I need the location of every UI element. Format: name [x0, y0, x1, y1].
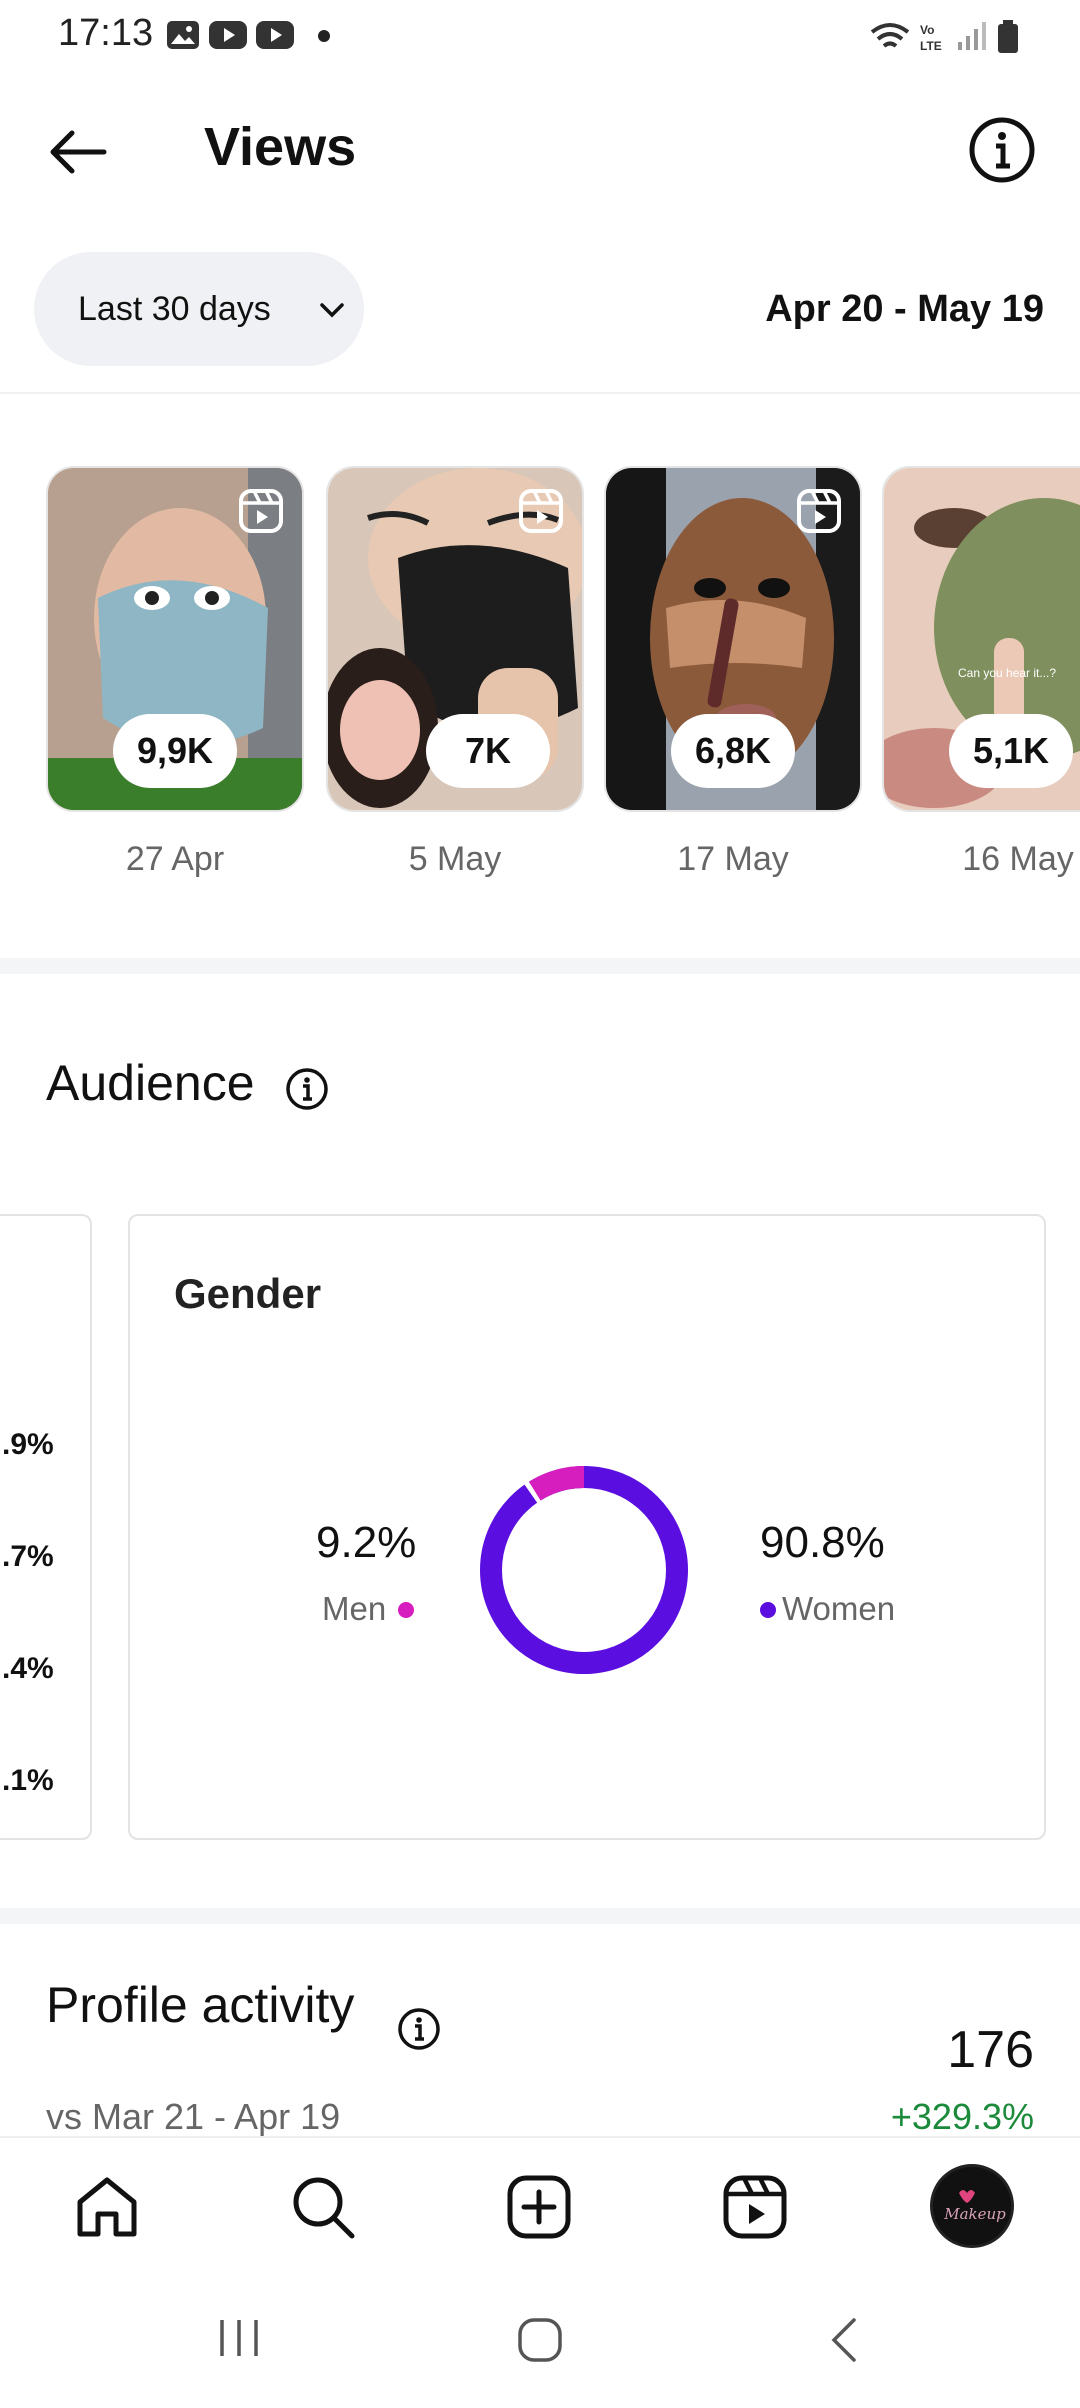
- reels-icon[interactable]: [720, 2172, 790, 2242]
- gender-title: Gender: [174, 1270, 322, 1317]
- reel-views-badge: 9,9K: [113, 714, 237, 788]
- home-icon[interactable]: [72, 2172, 142, 2242]
- reel-date: 17 May: [677, 840, 789, 878]
- info-icon[interactable]: [284, 1066, 330, 1112]
- reel-thumbnail[interactable]: 9,9K: [46, 466, 304, 812]
- men-legend-dot: [398, 1602, 414, 1618]
- back-icon[interactable]: [826, 2316, 862, 2364]
- reels-icon: [797, 489, 841, 533]
- divider: [0, 392, 1080, 394]
- svg-text:LTE: LTE: [920, 39, 942, 53]
- create-icon[interactable]: [504, 2172, 574, 2242]
- men-arc: [527, 1466, 585, 1502]
- section-divider: [0, 958, 1080, 974]
- age-range-value: .1%: [2, 1764, 54, 1797]
- youtube-icon: [256, 21, 294, 49]
- reel-item[interactable]: 7K 5 May: [326, 466, 584, 879]
- avatar-logo-text: Makeup: [943, 2205, 1006, 2223]
- avatar-logo: Makeup: [935, 2169, 1011, 2245]
- image-icon: [167, 21, 199, 49]
- reel-views-badge: 7K: [426, 714, 551, 788]
- notification-dot: [318, 30, 330, 42]
- reel-item[interactable]: Can you hear it...? 5,1K 16 May: [882, 466, 1080, 879]
- header: Views: [0, 90, 1080, 210]
- info-icon[interactable]: [966, 114, 1038, 186]
- date-filter-label: Last 30 days: [78, 290, 271, 328]
- age-range-value: .4%: [2, 1652, 54, 1685]
- top-reels-list: 9,9K 27 Apr 7K 5 May: [0, 466, 1080, 886]
- gender-donut-chart: [480, 1466, 688, 1674]
- reel-item[interactable]: 9,9K 27 Apr: [46, 466, 304, 879]
- wifi-icon: [870, 23, 910, 48]
- age-range-value: .7%: [2, 1540, 54, 1573]
- profile-activity-comparison: vs Mar 21 - Apr 19: [46, 2096, 341, 2137]
- reels-icon: [519, 489, 563, 533]
- donut-gap: [523, 1480, 542, 1505]
- profile-activity-title: Profile activity: [46, 1977, 355, 2033]
- reel-thumbnail[interactable]: 6,8K: [604, 466, 862, 812]
- signal-icon: [958, 22, 986, 50]
- women-percentage: 90.8%: [760, 1518, 885, 1567]
- reel-date: 27 Apr: [125, 840, 225, 878]
- reel-date: 5 May: [408, 840, 502, 878]
- search-icon[interactable]: [288, 2172, 358, 2242]
- profile-avatar[interactable]: Makeup: [930, 2164, 1014, 2248]
- reel-item[interactable]: 6,8K 17 May: [604, 466, 862, 879]
- profile-activity-value: 176: [947, 2021, 1034, 2079]
- arrow-left-icon[interactable]: [42, 116, 114, 188]
- gender-card[interactable]: Gender 9.2% Men 90.8% Women: [128, 1214, 1046, 1840]
- volte-icon: Vo LTE: [920, 23, 942, 53]
- home-circle-icon[interactable]: [516, 2316, 564, 2364]
- reel-thumbnail[interactable]: Can you hear it...? 5,1K: [882, 466, 1080, 812]
- bottom-nav: Makeup: [0, 2136, 1080, 2272]
- audience-title: Audience: [46, 1055, 255, 1111]
- reel-caption: Can you hear it...?: [958, 666, 1057, 680]
- reel-views-badge: 5,1K: [949, 714, 1073, 788]
- men-label: Men: [322, 1590, 387, 1627]
- age-range-value: .9%: [2, 1428, 54, 1461]
- chevron-down-icon: [320, 303, 344, 318]
- reel-views-badge: 6,8K: [671, 714, 795, 788]
- age-range-card[interactable]: .9% .7% .4% .1%: [0, 1214, 92, 1840]
- status-bar: 17:13 Vo LTE: [0, 0, 1080, 70]
- info-icon[interactable]: [396, 2006, 442, 2052]
- reel-date: 16 May: [962, 840, 1074, 878]
- profile-activity-change: +329.3%: [890, 2096, 1034, 2137]
- women-legend-dot: [760, 1602, 776, 1618]
- reel-thumbnail[interactable]: 7K: [326, 466, 584, 812]
- youtube-icon: [209, 21, 247, 49]
- reels-icon: [239, 489, 283, 533]
- svg-text:Vo: Vo: [920, 23, 934, 37]
- section-divider: [0, 1908, 1080, 1924]
- men-percentage: 9.2%: [316, 1518, 417, 1567]
- date-filter-dropdown[interactable]: Last 30 days: [34, 252, 364, 366]
- reel-thumbnail-art: [48, 468, 302, 810]
- status-time: 17:13: [58, 12, 154, 54]
- page-title: Views: [204, 117, 357, 177]
- recents-icon[interactable]: [214, 2316, 264, 2360]
- date-range: Apr 20 - May 19: [765, 288, 1044, 330]
- battery-icon: [998, 20, 1018, 53]
- women-label: Women: [782, 1590, 896, 1627]
- system-nav: [0, 2272, 1080, 2408]
